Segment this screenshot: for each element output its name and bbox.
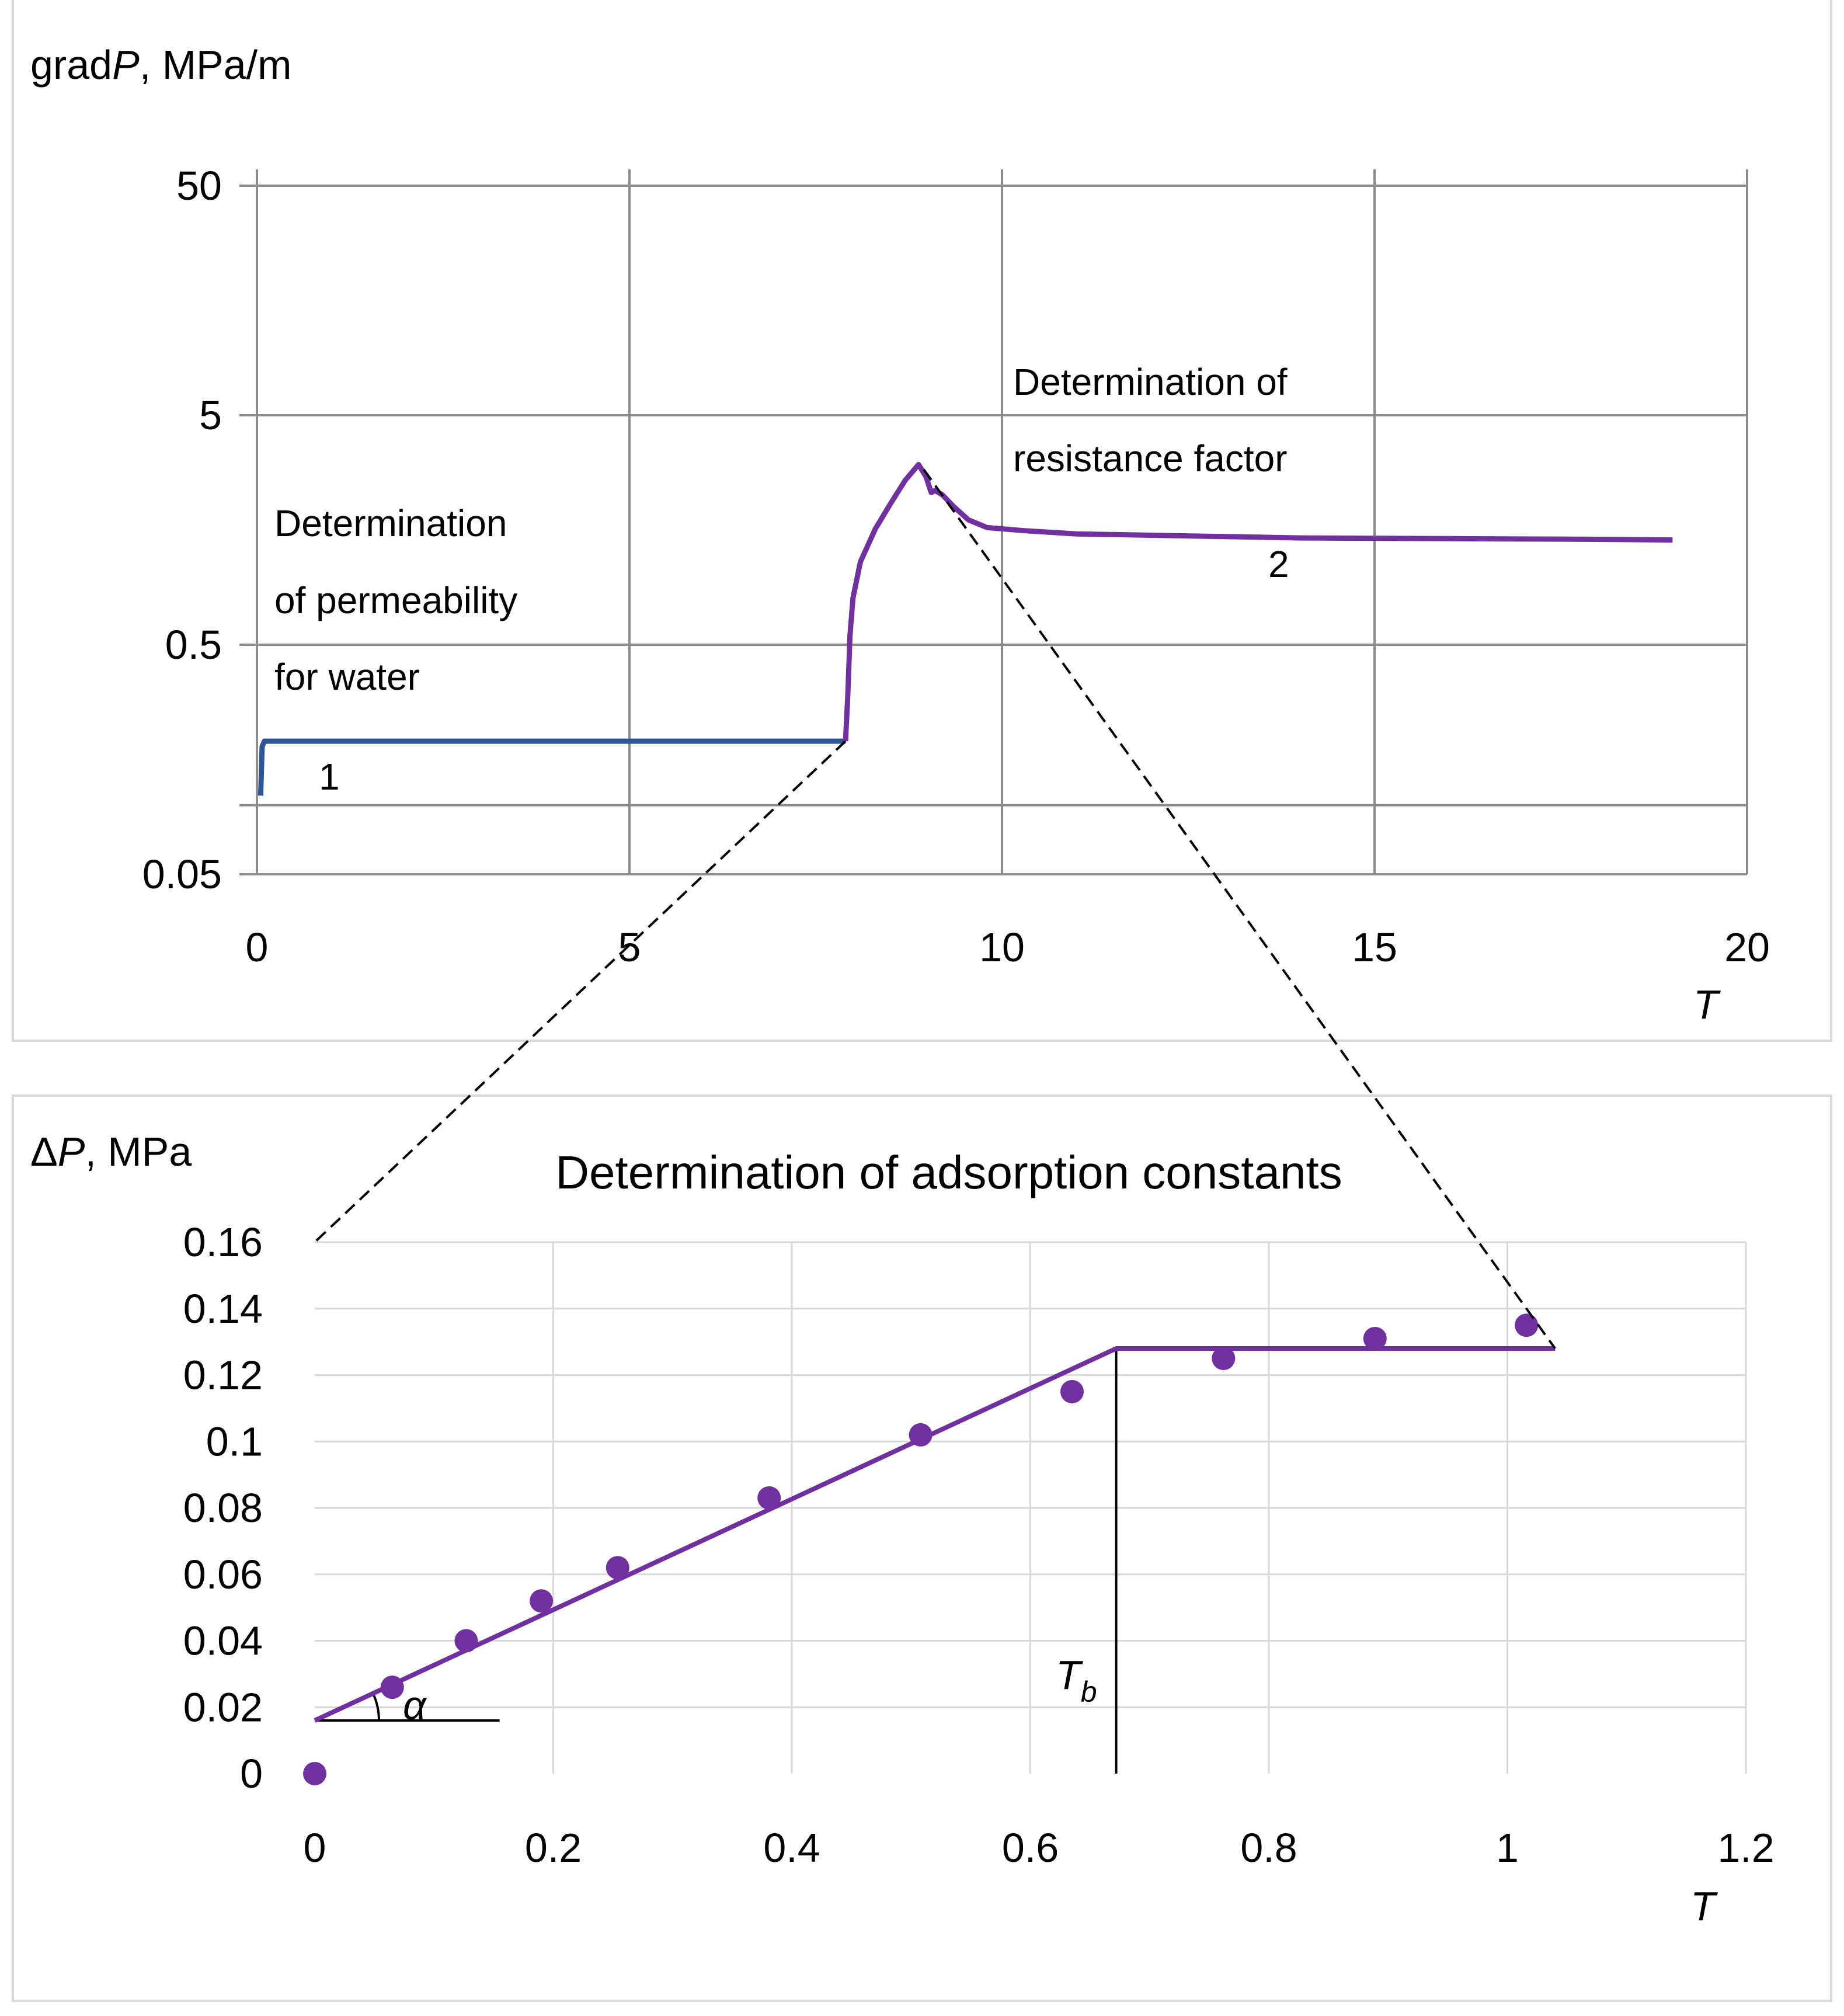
bottom-y-axis-label-var: P xyxy=(58,1129,85,1174)
data-point xyxy=(606,1556,629,1580)
bottom-y-tick-label: 0.16 xyxy=(183,1219,263,1265)
tb-label: Tb xyxy=(1056,1652,1097,1708)
bottom-x-tick-label: 0 xyxy=(304,1825,326,1871)
bottom-x-tick-label: 0.4 xyxy=(763,1825,820,1871)
top-y-tick-label: 0.5 xyxy=(165,622,222,668)
series-2-line xyxy=(843,461,1673,742)
annotation-permeability-line-2: of permeability xyxy=(274,579,517,621)
zoom-connector-lines xyxy=(314,468,1556,1350)
fit-line xyxy=(314,1346,1556,1723)
bottom-y-axis-label-unit: , MPa xyxy=(85,1129,192,1174)
data-point xyxy=(757,1486,781,1510)
tb-label-main: T xyxy=(1056,1652,1083,1698)
top-y-axis-label-var: P xyxy=(112,42,140,88)
bottom-y-axis-label: ΔP, MPa xyxy=(30,1129,192,1174)
bottom-panel-frame xyxy=(12,1094,1832,2002)
bottom-chart-y-ticks: 0.16 0.14 0.12 0.1 0.08 0.06 0.04 0.02 0 xyxy=(183,1219,263,1796)
top-panel-frame xyxy=(12,0,1832,1042)
top-x-tick-label: 0 xyxy=(246,924,269,970)
top-x-tick-label: 5 xyxy=(618,924,641,970)
top-y-tick-label: 0.05 xyxy=(142,851,222,897)
bottom-y-tick-label: 0.12 xyxy=(183,1353,263,1398)
top-x-axis-label: T xyxy=(1693,982,1721,1027)
data-point xyxy=(303,1762,326,1785)
bottom-y-tick-label: 0.1 xyxy=(206,1419,263,1464)
bottom-x-tick-label: 0.6 xyxy=(1002,1825,1059,1871)
bottom-x-tick-label: 1 xyxy=(1496,1825,1519,1871)
top-chart-x-ticks: 0 5 10 15 20 xyxy=(246,924,1770,970)
top-chart-grid xyxy=(239,169,1748,875)
top-x-tick-label: 10 xyxy=(979,924,1025,970)
top-y-tick-label: 5 xyxy=(199,392,222,438)
bottom-chart-series xyxy=(303,1313,1556,1785)
annotation-resistance: Determination of resistance factor xyxy=(1013,361,1297,479)
bottom-y-tick-label: 0.08 xyxy=(183,1485,263,1531)
bottom-y-tick-label: 0.14 xyxy=(183,1286,263,1332)
bottom-x-tick-label: 0.8 xyxy=(1240,1825,1297,1871)
annotation-resistance-line-2: resistance factor xyxy=(1013,437,1288,479)
data-point xyxy=(1212,1347,1236,1371)
annotation-permeability-line-3: for water xyxy=(274,656,420,698)
data-point xyxy=(1060,1379,1084,1403)
top-y-axis-label-unit: , MPa/m xyxy=(140,42,292,88)
annotation-permeability-line-1: Determination xyxy=(274,502,507,544)
tb-label-subscript: b xyxy=(1081,1676,1097,1708)
bottom-x-tick-label: 1.2 xyxy=(1717,1825,1774,1871)
bottom-y-tick-label: 0 xyxy=(240,1751,263,1796)
top-x-tick-label: 20 xyxy=(1724,924,1770,970)
connector-left xyxy=(314,740,847,1243)
data-point xyxy=(1515,1313,1539,1337)
bottom-y-axis-label-prefix: Δ xyxy=(30,1129,58,1174)
bottom-x-axis-label: T xyxy=(1690,1883,1718,1929)
series-1-line xyxy=(258,738,846,796)
data-point xyxy=(454,1629,478,1653)
alpha-label: α xyxy=(403,1683,427,1728)
connector-right xyxy=(923,468,1556,1350)
data-point xyxy=(909,1423,933,1447)
curve-2-label: 2 xyxy=(1268,543,1289,585)
bottom-chart-x-ticks: 0 0.2 0.4 0.6 0.8 1 1.2 xyxy=(304,1825,1775,1871)
data-point xyxy=(1363,1326,1387,1350)
top-chart-y-ticks: 50 5 0.5 0.05 xyxy=(142,163,222,897)
annotation-permeability: Determination of permeability for water xyxy=(274,502,528,698)
bottom-y-tick-label: 0.04 xyxy=(183,1618,263,1664)
top-y-axis-label: gradP, MPa/m xyxy=(30,42,291,88)
bottom-y-tick-label: 0.06 xyxy=(183,1552,263,1597)
bottom-chart-title: Determination of adsorption constants xyxy=(555,1146,1342,1198)
bottom-x-tick-label: 0.2 xyxy=(525,1825,582,1871)
data-point xyxy=(530,1589,554,1613)
top-y-tick-label: 50 xyxy=(176,163,222,208)
bottom-chart: 0.16 0.14 0.12 0.1 0.08 0.06 0.04 0.02 0 0 0.2 0.4… xyxy=(30,1129,1775,1929)
data-point xyxy=(380,1676,404,1699)
top-chart: 50 5 0.5 0.05 0 5 10 15 20 gradP, MPa/m T Deter… xyxy=(30,42,1770,1027)
bottom-y-tick-label: 0.02 xyxy=(183,1684,263,1730)
top-x-tick-label: 15 xyxy=(1352,924,1397,970)
annotation-resistance-line-1: Determination of xyxy=(1013,361,1288,403)
top-chart-series xyxy=(258,461,1673,796)
top-y-axis-label-prefix: grad xyxy=(30,42,112,88)
curve-1-label: 1 xyxy=(319,756,340,798)
bottom-chart-grid xyxy=(315,1241,1747,1774)
